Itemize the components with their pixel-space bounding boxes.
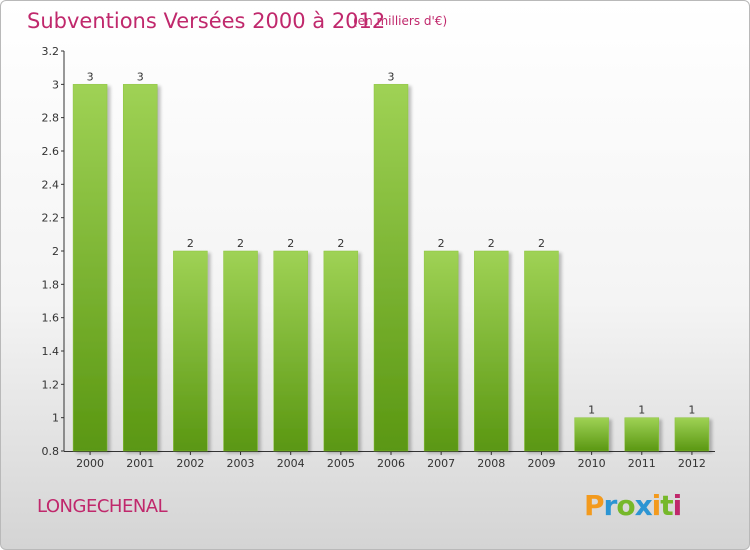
y-tick-label: 2.4 — [42, 178, 60, 191]
chart-subtitle: (en milliers d'€) — [353, 14, 448, 28]
commune-name: LONGECHENAL — [37, 496, 168, 517]
bar-2011 — [624, 417, 660, 452]
chart-title: Subventions Versées 2000 à 2012 — [27, 9, 386, 33]
y-tick-label: 0.8 — [42, 445, 60, 458]
bar-2002 — [173, 250, 208, 452]
value-label-2001: 3 — [137, 70, 144, 83]
bar-2008 — [474, 250, 509, 452]
x-tick-label-2008: 2008 — [477, 457, 505, 470]
y-tick-label: 3.2 — [42, 45, 60, 58]
bar-2005 — [323, 250, 359, 452]
value-label-2010: 1 — [588, 404, 595, 417]
x-tick-label-2002: 2002 — [176, 457, 204, 470]
x-tick-label-2000: 2000 — [76, 457, 104, 470]
proxiti-logo: Proxiti — [584, 489, 682, 522]
bar-2000 — [72, 84, 108, 452]
bar-2001 — [122, 84, 158, 452]
value-label-2012: 1 — [688, 404, 695, 417]
bar-2009 — [524, 250, 559, 452]
value-labels: 3 3 2 2 2 2 3 2 2 2 1 1 1 — [87, 70, 696, 416]
value-label-2003: 2 — [237, 237, 244, 250]
y-tick-label: 3 — [52, 78, 59, 91]
bar-2004 — [273, 250, 308, 452]
y-tick-label: 1.4 — [42, 345, 60, 358]
value-label-2005: 2 — [337, 237, 344, 250]
value-label-2007: 2 — [438, 237, 445, 250]
x-tick-label-2007: 2007 — [427, 457, 455, 470]
bar-2003 — [223, 250, 258, 452]
value-label-2011: 1 — [638, 404, 645, 417]
bar-2007 — [423, 250, 459, 452]
bar-2006 — [373, 84, 409, 452]
x-tick-label-2009: 2009 — [527, 457, 555, 470]
y-tick-label: 1.6 — [42, 312, 60, 325]
value-label-2006: 3 — [388, 70, 395, 83]
y-tick-label: 1 — [52, 412, 59, 425]
value-label-2008: 2 — [488, 237, 495, 250]
y-tick-label: 2.6 — [42, 145, 60, 158]
x-tick-label-2003: 2003 — [227, 457, 255, 470]
y-tick-label: 2 — [52, 245, 59, 258]
x-tick-label-2004: 2004 — [277, 457, 305, 470]
value-label-2002: 2 — [187, 237, 194, 250]
axes: 0.8 1 1.2 1.4 1.6 1.8 2 2.2 2.4 2.6 2.8 3 3.2 2000 200… — [42, 45, 715, 470]
bar-2012 — [674, 417, 710, 452]
x-tick-label-2006: 2006 — [377, 457, 405, 470]
x-tick-label-2011: 2011 — [628, 457, 656, 470]
x-tick-label-2012: 2012 — [678, 457, 706, 470]
y-tick-label: 2.2 — [42, 212, 60, 225]
value-label-2009: 2 — [538, 237, 545, 250]
bar-2010 — [574, 417, 609, 452]
x-tick-label-2010: 2010 — [578, 457, 606, 470]
value-label-2004: 2 — [287, 237, 294, 250]
bars — [72, 84, 710, 452]
y-tick-label: 1.2 — [42, 378, 60, 391]
y-tick-label: 1.8 — [42, 278, 60, 291]
x-tick-label-2005: 2005 — [327, 457, 355, 470]
x-tick-label-2001: 2001 — [126, 457, 154, 470]
value-label-2000: 3 — [87, 70, 94, 83]
y-tick-label: 2.8 — [42, 112, 60, 125]
